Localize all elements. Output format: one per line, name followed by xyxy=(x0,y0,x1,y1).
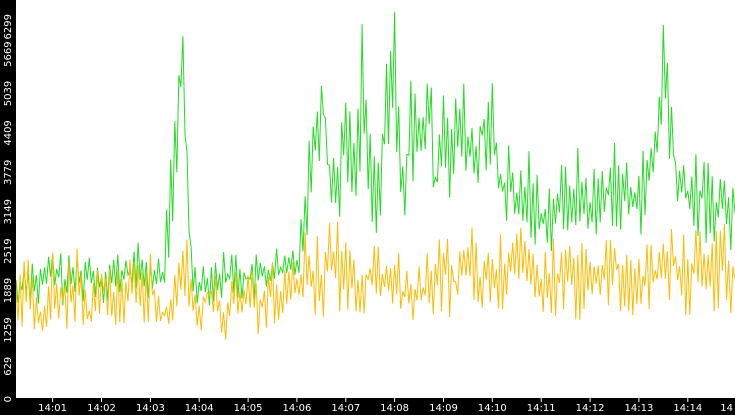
x-tick-label: 14:04 xyxy=(185,403,214,414)
y-tick-label: 3779 xyxy=(3,160,14,185)
series-layer xyxy=(15,11,735,340)
x-tick-label: 14:05 xyxy=(234,403,263,414)
y-tick-label: 5039 xyxy=(3,81,14,106)
series-line-2 xyxy=(15,221,735,340)
y-tick-label: 5669 xyxy=(3,41,14,66)
x-tick-label: 14:02 xyxy=(87,403,116,414)
x-tick-label: 14:12 xyxy=(576,403,605,414)
x-tick-label: 14 xyxy=(720,403,733,414)
x-tick-label: 14:09 xyxy=(429,403,458,414)
y-tick-label: 6299 xyxy=(3,14,14,39)
y-tick-label: 629 xyxy=(3,357,14,376)
x-tick-label: 14:03 xyxy=(136,403,165,414)
x-tick-label: 14:11 xyxy=(527,403,556,414)
x-tick-label: 14:10 xyxy=(478,403,507,414)
y-tick-label: 1259 xyxy=(3,317,14,342)
x-tick-label: 14:07 xyxy=(331,403,360,414)
x-tick-label: 14:14 xyxy=(673,403,702,414)
y-axis-ticks: 0 629 1259 1889 2519 3149 3779 4409 5039 5669 6299 xyxy=(3,14,14,402)
y-tick-label: 4409 xyxy=(3,120,14,145)
x-tick-label: 14:13 xyxy=(624,403,653,414)
y-tick-label: 2519 xyxy=(3,238,14,263)
series-line-1 xyxy=(15,11,735,306)
x-axis-ticks: 14:01 14:02 14:03 14:04 14:05 14:06 14:07 14:08… xyxy=(38,398,733,414)
x-tick-label: 14:01 xyxy=(38,403,67,414)
x-tick-label: 14:06 xyxy=(282,403,311,414)
y-axis-bar xyxy=(0,0,16,415)
y-tick-label: 3149 xyxy=(3,199,14,224)
y-tick-label: 1889 xyxy=(3,278,14,303)
y-tick-label: 0 xyxy=(3,396,14,402)
x-tick-label: 14:08 xyxy=(380,403,409,414)
x-axis-bar xyxy=(0,398,735,415)
